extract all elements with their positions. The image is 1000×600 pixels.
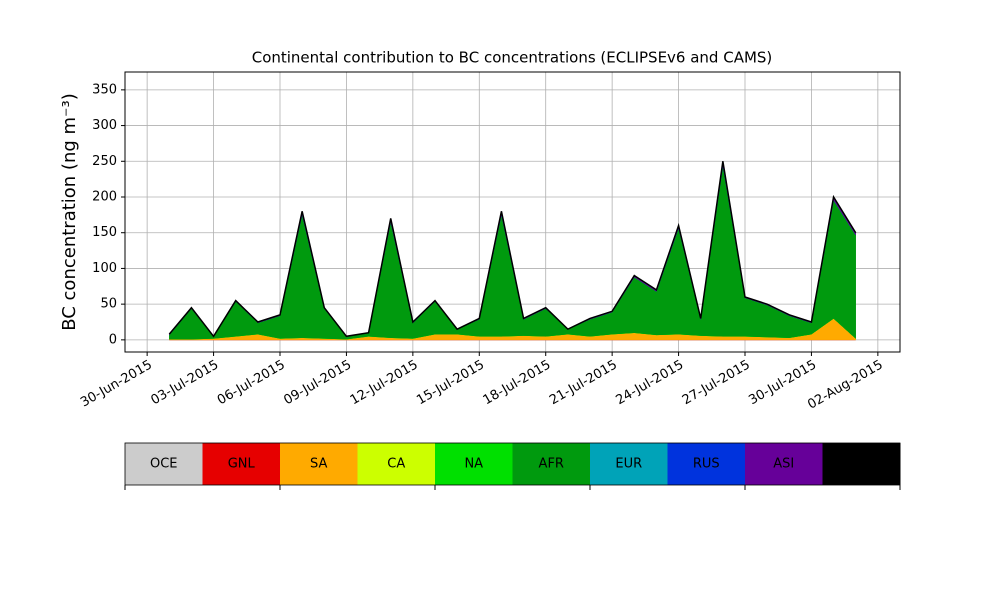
legend-label: CA: [387, 457, 405, 472]
y-tick-label: 50: [100, 297, 117, 312]
plot-frame: [124, 71, 901, 353]
legend-swatch: [590, 443, 668, 485]
legend-label: SA: [310, 457, 327, 472]
legend-swatch: [512, 443, 591, 485]
y-tick-label: 300: [92, 118, 117, 133]
legend-swatch: [822, 443, 901, 485]
legend-swatch: [745, 443, 823, 485]
legend-label: ASI: [773, 457, 794, 472]
legend-label: AFR: [539, 457, 564, 472]
y-axis-label: BC concentration (ng m⁻³): [59, 93, 80, 331]
legend-swatch: [125, 443, 203, 485]
y-tick-label: 0: [109, 332, 117, 347]
legend-swatch: [667, 443, 746, 485]
chart-title: Continental contribution to BC concentra…: [252, 49, 773, 67]
legend-swatch: [435, 443, 513, 485]
y-tick-label: 200: [92, 190, 117, 205]
legend-label: OCE: [150, 457, 178, 472]
y-tick-label: 350: [92, 82, 117, 97]
legend-frame: [124, 442, 901, 486]
y-tick-label: 100: [92, 261, 117, 276]
y-tick-label: 250: [92, 154, 117, 169]
legend-label: RUS: [693, 457, 720, 472]
y-tick-label: 150: [92, 225, 117, 240]
legend-swatch: [280, 443, 358, 485]
legend-swatch: [202, 443, 281, 485]
area: [168, 161, 857, 338]
legend-label: NA: [464, 457, 483, 472]
legend-swatch: [357, 443, 436, 485]
legend-label: GNL: [228, 457, 256, 472]
legend-label: EUR: [615, 457, 642, 472]
legend-label: AUS: [848, 457, 875, 472]
